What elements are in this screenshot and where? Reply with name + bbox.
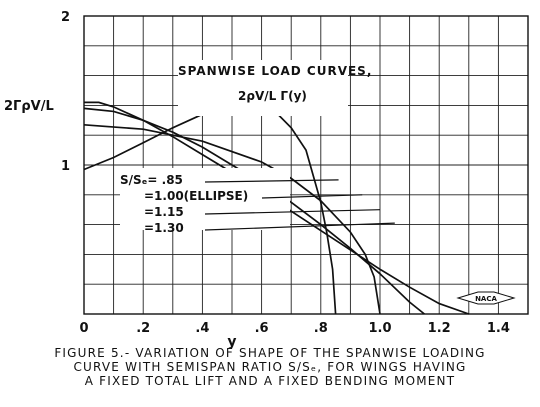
naca-logo-shape [456,291,516,305]
legend-entry: =1.30 [144,221,184,235]
x-tick-label: 1.0 [368,321,391,336]
naca-logo: NACA [456,291,516,305]
y-axis-label: 2ΓρV/L [4,99,54,114]
x-tick-label: .2 [136,321,150,336]
caption-line-1: FIGURE 5.- VARIATION OF SHAPE OF THE SPA… [54,346,486,360]
caption-line-2: CURVE WITH SEMISPAN RATIO S/Sₑ, FOR WING… [73,360,467,374]
figure-caption: FIGURE 5.- VARIATION OF SHAPE OF THE SPA… [0,346,540,388]
legend-leader-line [204,179,339,183]
x-tick-label: 1.4 [487,321,510,336]
legend-leader-line [204,209,381,215]
curve-label-expression: 2ρV/L Γ(y) [238,89,307,103]
x-tick-label: 0 [79,321,88,336]
legend-entry: S/Sₑ= .85 [120,173,183,187]
legend-entry: =1.00(ELLIPSE) [144,189,248,203]
legend-background [120,168,290,230]
legend-leader-line [261,194,363,199]
y-tick-label: 1 [61,159,70,174]
caption-line-3: A FIXED TOTAL LIFT AND A FIXED BENDING M… [84,374,456,388]
x-tick-label: 1.2 [428,321,451,336]
title-background [178,60,348,116]
plot-frame [83,15,529,315]
naca-logo-text: NACA [475,295,497,303]
x-tick-label: .6 [255,321,269,336]
chart-title: SPANWISE LOAD CURVES, [178,64,372,78]
legend-leader-line [204,222,395,231]
x-tick-label: .8 [314,321,328,336]
labels: 0 .2 .4 .6 .8 1.0 1.2 1.4 1 2 y 2ΓρV/L SPANWISE LOAD… [4,10,516,350]
y-tick-label: 2 [61,10,70,25]
legend-entry: =1.15 [144,205,184,219]
x-axis-label: y [227,334,236,350]
axes [83,15,529,315]
x-tick-label: .4 [195,321,209,336]
